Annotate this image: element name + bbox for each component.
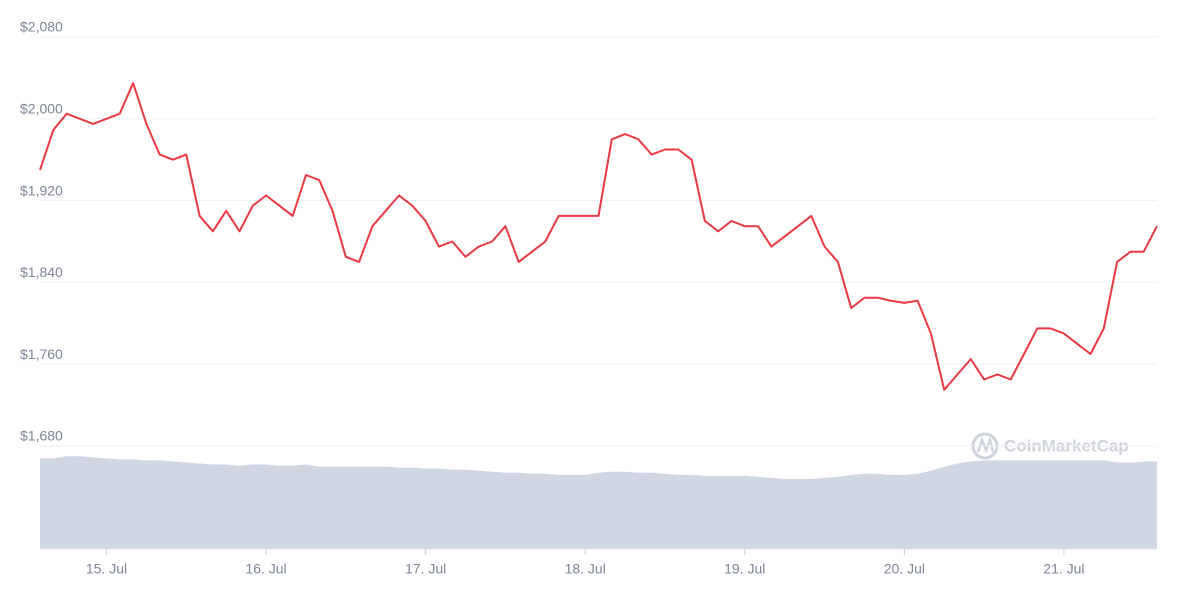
x-tick-label: 15. Jul: [86, 561, 127, 577]
y-tick-label: $1,680: [20, 428, 63, 444]
x-tick-label: 21. Jul: [1043, 561, 1084, 577]
y-tick-label: $1,760: [20, 346, 63, 362]
x-tick-label: 18. Jul: [565, 561, 606, 577]
y-tick-label: $2,000: [20, 101, 63, 117]
x-tick-label: 17. Jul: [405, 561, 446, 577]
price-line: [39, 82, 1158, 391]
y-tick-label: $1,840: [20, 264, 63, 280]
volume-area: [40, 456, 1157, 549]
y-tick-label: $2,080: [20, 19, 63, 35]
y-tick-label: $1,920: [20, 182, 63, 198]
x-tick-label: 16. Jul: [245, 561, 286, 577]
x-tick-label: 20. Jul: [884, 561, 925, 577]
x-tick-label: 19. Jul: [724, 561, 765, 577]
